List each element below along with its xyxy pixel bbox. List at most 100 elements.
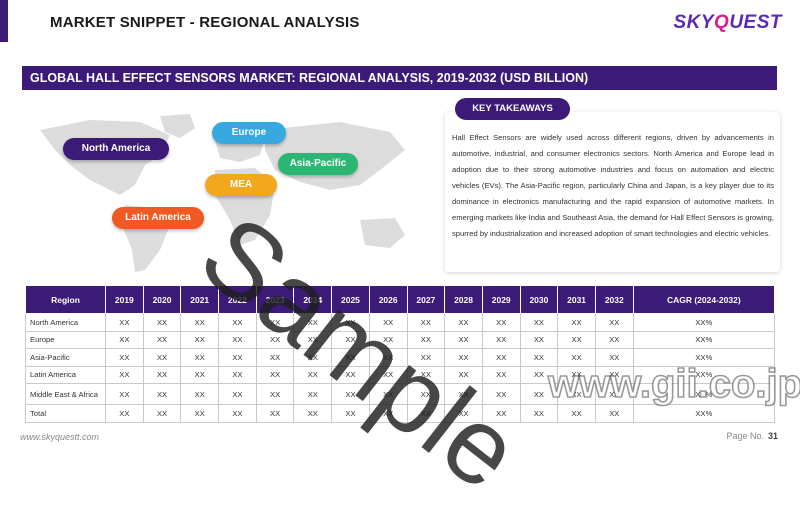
table-cell: XX — [331, 365, 370, 384]
table-cell: XX — [105, 365, 144, 384]
column-header: 2025 — [331, 285, 370, 314]
table-cell: XX — [406, 365, 446, 384]
table-cell: XX — [218, 383, 257, 405]
table-cell: XX — [557, 330, 596, 349]
table-cell: XX — [481, 330, 521, 349]
table-cell: XX — [142, 365, 182, 384]
table-cell: XX — [218, 313, 257, 332]
table-cell: XX — [481, 348, 521, 367]
table-cell: XX — [406, 330, 446, 349]
table-cell: XX — [368, 313, 408, 332]
table-cell: XX — [444, 313, 483, 332]
table-cell: XX — [218, 365, 257, 384]
table-row: Latin America XX XX XX XX XX XX XX XX XX XX XX XX XX X… — [25, 365, 776, 384]
key-takeaways-box — [445, 112, 780, 272]
table-header-row: Region 2019 2020 2021 2022 2023 2024 202… — [25, 285, 776, 314]
table-cell: XX — [142, 383, 182, 405]
column-header: 2019 — [105, 285, 144, 314]
table-cell: XX — [180, 348, 220, 367]
row-region-label: North America — [25, 313, 106, 332]
map-label-latin-america: Latin America — [112, 207, 204, 229]
table-cell: XX — [218, 348, 257, 367]
table-cell: XX — [180, 313, 220, 332]
row-region-label: Total — [25, 404, 106, 423]
table-row: Asia-Pacific XX XX XX XX XX XX XX XX XX XX XX XX XX XX… — [25, 348, 776, 367]
table-cell: XX — [218, 330, 257, 349]
skyquest-logo: SKYQUEST — [673, 12, 782, 33]
table-cell: XX — [255, 348, 295, 367]
table-cell: XX% — [632, 330, 776, 349]
map-label-mea: MEA — [205, 174, 277, 196]
column-header: 2028 — [444, 285, 483, 314]
column-header: 2026 — [368, 285, 408, 314]
table-cell: XX — [519, 365, 559, 384]
table-cell: XX — [481, 365, 521, 384]
column-header: 2030 — [519, 285, 559, 314]
table-cell: XX — [105, 404, 144, 423]
table-cell: XX — [557, 383, 596, 405]
table-cell: XX — [331, 313, 370, 332]
table-cell: XX — [368, 383, 408, 405]
map-label-north-america: North America — [63, 138, 169, 160]
table-cell: XX — [557, 404, 596, 423]
row-region-label: Europe — [25, 330, 106, 349]
table-cell: XX — [331, 383, 370, 405]
table-cell: XX — [255, 383, 295, 405]
table-cell: XX — [293, 348, 333, 367]
table-cell: XX — [331, 404, 370, 423]
table-cell: XX — [293, 404, 333, 423]
table-cell: XX — [368, 404, 408, 423]
table-cell: XX — [255, 313, 295, 332]
table-cell: XX — [255, 330, 295, 349]
table-cell: XX% — [632, 365, 776, 384]
table-row: Total XX XX XX XX XX XX XX XX XX XX XX XX XX XX XX% — [25, 404, 776, 423]
table-cell: XX — [444, 404, 483, 423]
section-banner: GLOBAL HALL EFFECT SENSORS MARKET: REGIO… — [22, 66, 777, 90]
table-cell: XX — [180, 404, 220, 423]
table-cell: XX — [519, 313, 559, 332]
table-cell: XX — [519, 348, 559, 367]
table-cell: XX — [594, 348, 634, 367]
table-cell: XX — [105, 348, 144, 367]
table-cell: XX% — [632, 404, 776, 423]
table-row: North America XX XX XX XX XX XX XX XX XX XX XX XX XX X… — [25, 313, 776, 332]
table-cell: XX — [557, 365, 596, 384]
key-takeaways-text: Hall Effect Sensors are widely used acro… — [452, 133, 774, 238]
table-cell: XX — [406, 348, 446, 367]
page-title: MARKET SNIPPET - REGIONAL ANALYSIS — [50, 14, 360, 31]
table-cell: XX — [406, 404, 446, 423]
table-cell: XX — [594, 404, 634, 423]
table-cell: XX — [218, 404, 257, 423]
table-cell: XX — [255, 365, 295, 384]
row-region-label: Middle East & Africa — [25, 383, 106, 405]
table-cell: XX — [406, 383, 446, 405]
table-cell: XX — [142, 330, 182, 349]
map-australia — [360, 218, 405, 248]
table-cell: XX — [368, 348, 408, 367]
table-cell: XX — [255, 404, 295, 423]
table-cell: XX — [481, 404, 521, 423]
map-label-europe: Europe — [212, 122, 286, 144]
table-row: Middle East & Africa XX XX XX XX XX XX XX XX XX XX… — [25, 383, 776, 405]
column-header: 2032 — [594, 285, 634, 314]
table-cell: XX — [444, 330, 483, 349]
column-header: 2029 — [481, 285, 521, 314]
column-header: Region — [25, 285, 106, 314]
table-cell: XX — [594, 365, 634, 384]
column-header: 2024 — [293, 285, 333, 314]
table-cell: XX — [142, 404, 182, 423]
header-accent-strip — [0, 0, 8, 42]
table-cell: XX — [293, 313, 333, 332]
table-cell: XX — [293, 383, 333, 405]
table-cell: XX — [142, 348, 182, 367]
column-header: 2021 — [180, 285, 220, 314]
table-cell: XX — [142, 313, 182, 332]
table-cell: XX% — [632, 383, 776, 405]
column-header: 2023 — [255, 285, 295, 314]
table-cell: XX — [406, 313, 446, 332]
table-cell: XX — [444, 383, 483, 405]
table-cell: XX — [180, 365, 220, 384]
table-cell: XX — [444, 365, 483, 384]
table-cell: XX — [519, 383, 559, 405]
footer-url: www.skyquestt.com — [20, 432, 100, 442]
